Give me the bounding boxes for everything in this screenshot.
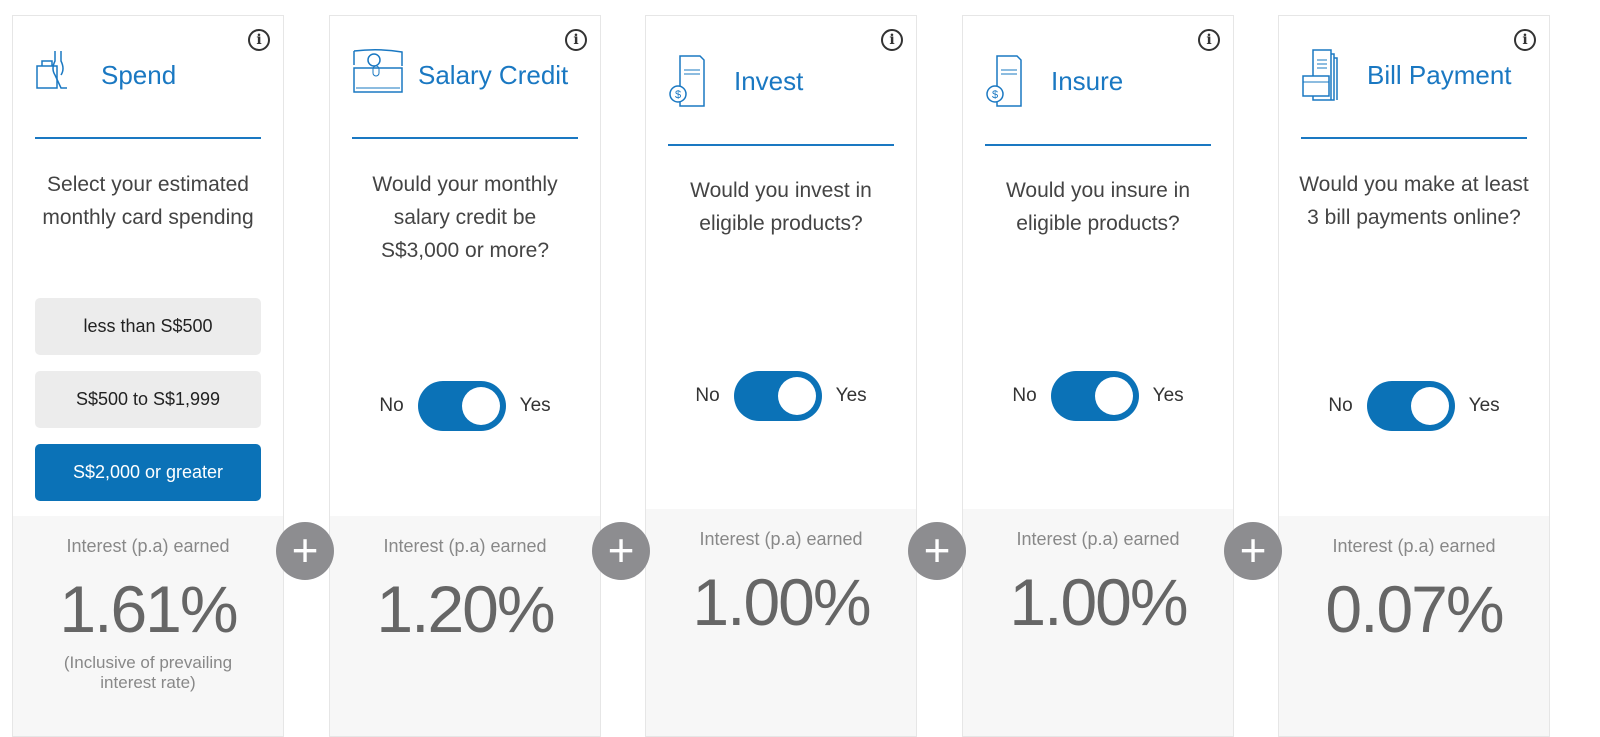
question: Would you make at least 3 bill payments … bbox=[1299, 173, 1529, 229]
divider bbox=[1301, 137, 1527, 139]
question: Would you invest in eligible products? bbox=[690, 179, 872, 235]
plus-icon: + bbox=[908, 522, 966, 580]
toggle-no-label: No bbox=[695, 385, 720, 406]
bill-payment-icon bbox=[1302, 49, 1338, 101]
interest-panel: Interest (p.a) earned 1.61% (Inclusive o… bbox=[13, 516, 283, 736]
card-header: Bill Payment bbox=[1301, 48, 1512, 102]
card-title: Bill Payment bbox=[1367, 59, 1512, 90]
card-invest: i $ Invest Would you invest in eligible … bbox=[645, 15, 917, 737]
toggle-no-label: No bbox=[379, 395, 404, 416]
yes-no-toggle[interactable] bbox=[417, 381, 506, 431]
invest-document-icon: $ bbox=[669, 55, 705, 107]
divider bbox=[668, 144, 894, 146]
interest-panel: Interest (p.a) earned 1.20% bbox=[330, 516, 600, 736]
toggle-row: No Yes bbox=[963, 371, 1233, 421]
svg-text:$: $ bbox=[992, 89, 998, 101]
divider bbox=[985, 144, 1211, 146]
toggle-row: No Yes bbox=[646, 371, 916, 421]
toggle-yes-label: Yes bbox=[835, 385, 867, 406]
card-header: $ Invest bbox=[668, 54, 803, 108]
info-icon[interactable]: i bbox=[1198, 29, 1220, 51]
card-header: Salary Credit bbox=[352, 48, 568, 102]
info-icon[interactable]: i bbox=[881, 29, 903, 51]
card-title: Insure bbox=[1051, 65, 1124, 96]
divider bbox=[352, 137, 578, 139]
card-spend: i Spend Select your estimated monthly ca… bbox=[12, 15, 284, 737]
info-icon[interactable]: i bbox=[1514, 29, 1536, 51]
interest-rate: 1.00% bbox=[1009, 565, 1188, 639]
info-icon[interactable]: i bbox=[565, 29, 587, 51]
interest-label: Interest (p.a) earned bbox=[66, 536, 230, 556]
interest-label: Interest (p.a) earned bbox=[1016, 529, 1180, 549]
interest-panel: Interest (p.a) earned 0.07% bbox=[1279, 516, 1549, 736]
yes-no-toggle[interactable] bbox=[1366, 381, 1455, 431]
card-insure: i $ Insure Would you insure in eligible … bbox=[962, 15, 1234, 737]
insure-document-icon: $ bbox=[986, 55, 1022, 107]
card-title: Invest bbox=[734, 65, 804, 96]
interest-label: Interest (p.a) earned bbox=[383, 536, 547, 556]
spend-option[interactable]: S$500 to S$1,999 bbox=[35, 371, 261, 428]
spend-option[interactable]: less than S$500 bbox=[35, 298, 261, 355]
toggle-yes-label: Yes bbox=[1152, 385, 1184, 406]
plus-icon: + bbox=[1224, 522, 1282, 580]
question: Select your estimated monthly card spend… bbox=[42, 173, 254, 229]
info-icon[interactable]: i bbox=[248, 29, 270, 51]
toggle-no-label: No bbox=[1328, 395, 1353, 416]
divider bbox=[35, 137, 261, 139]
interest-rate: 1.61% bbox=[59, 572, 238, 646]
interest-rate: 1.20% bbox=[376, 572, 555, 646]
toggle-row: No Yes bbox=[1279, 381, 1549, 431]
plus-icon: + bbox=[592, 522, 650, 580]
question: Would your monthly salary credit be S$3,… bbox=[372, 173, 558, 262]
toggle-yes-label: Yes bbox=[1468, 395, 1500, 416]
plus-icon: + bbox=[276, 522, 334, 580]
salary-wallet-icon bbox=[353, 48, 403, 93]
interest-panel: Interest (p.a) earned 1.00% bbox=[963, 509, 1233, 736]
interest-label: Interest (p.a) earned bbox=[699, 529, 863, 549]
shopping-bag-icon bbox=[36, 51, 67, 89]
interest-rate: 1.00% bbox=[692, 565, 871, 639]
card-bill-payment: i Bill Payment Would you make at least 3… bbox=[1278, 15, 1550, 737]
question: Would you insure in eligible products? bbox=[1005, 179, 1191, 235]
card-header: $ Insure bbox=[985, 54, 1123, 108]
card-title: Salary Credit bbox=[418, 59, 569, 90]
interest-panel: Interest (p.a) earned 1.00% bbox=[646, 509, 916, 736]
interest-label: Interest (p.a) earned bbox=[1332, 536, 1496, 556]
card-title: Spend bbox=[101, 59, 177, 90]
svg-text:$: $ bbox=[675, 89, 681, 101]
toggle-row: No Yes bbox=[330, 381, 600, 431]
card-header: Spend bbox=[35, 48, 176, 102]
toggle-no-label: No bbox=[1012, 385, 1037, 406]
toggle-yes-label: Yes bbox=[519, 395, 551, 416]
interest-rate: 0.07% bbox=[1325, 572, 1504, 646]
spend-option[interactable]: S$2,000 or greater bbox=[35, 444, 261, 501]
card-salary-credit: i Salary Credit Would your monthly salar… bbox=[329, 15, 601, 737]
interest-note: (Inclusive of prevailing interest rate) bbox=[63, 653, 233, 692]
yes-no-toggle[interactable] bbox=[1050, 371, 1139, 421]
yes-no-toggle[interactable] bbox=[733, 371, 822, 421]
